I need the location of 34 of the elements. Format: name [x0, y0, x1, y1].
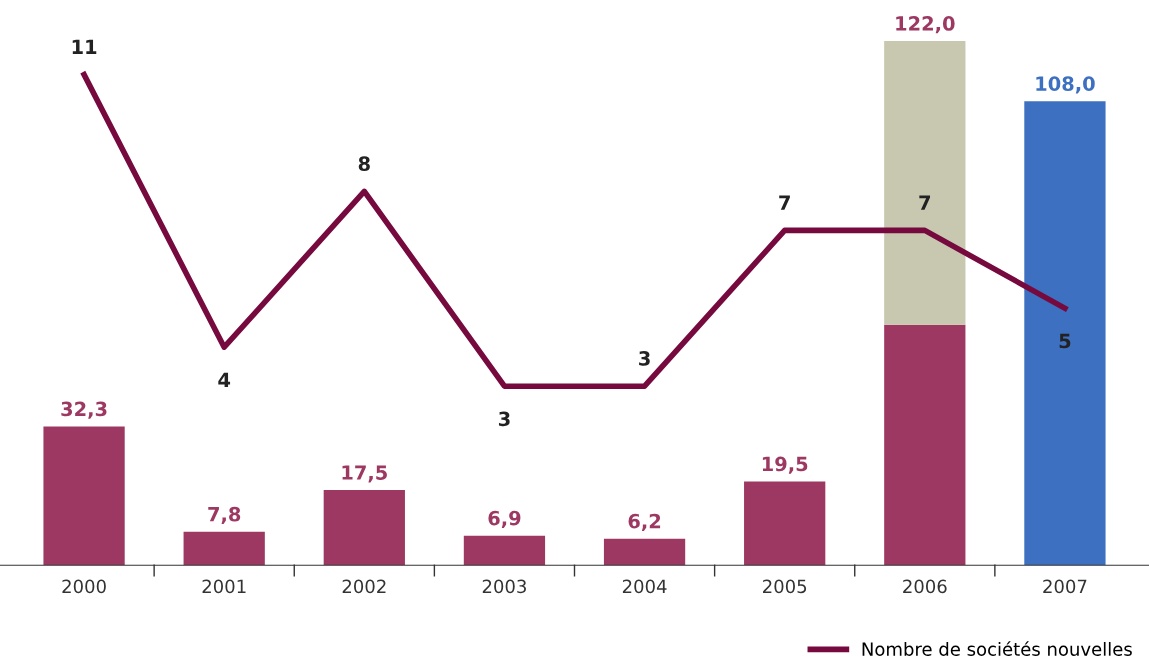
bar — [183, 531, 265, 566]
data-label: 4 — [218, 372, 231, 387]
data-label: 17,5 — [342, 465, 387, 483]
data-label: 11 — [72, 39, 97, 54]
data-label: 32,3 — [61, 401, 107, 419]
bar — [1024, 101, 1106, 566]
x-tick-label: 2002 — [342, 579, 386, 594]
data-label: 5 — [1059, 333, 1071, 349]
data-label: 3 — [639, 351, 650, 366]
legend-label: Nombre de sociétés nouvelles — [862, 641, 1132, 656]
bar — [43, 426, 125, 566]
total-label: 122,0 — [896, 16, 955, 34]
x-tick-label: 2007 — [1043, 579, 1087, 594]
data-label: 108,0 — [1036, 76, 1095, 94]
data-label: 19,5 — [762, 456, 808, 474]
bar — [603, 538, 686, 566]
data-label: 6,9 — [488, 510, 521, 528]
data-label: 8 — [358, 156, 370, 171]
x-tick-label: 2001 — [202, 579, 246, 594]
bar — [884, 41, 966, 325]
x-tick-label: 2004 — [622, 579, 667, 594]
data-label: 7,8 — [208, 506, 241, 525]
bar — [323, 490, 405, 566]
x-tick-label: 2006 — [903, 579, 947, 594]
x-tick-label: 2000 — [62, 579, 106, 594]
bar — [463, 535, 546, 566]
data-label: 3 — [498, 411, 510, 427]
data-label: 7 — [779, 195, 790, 210]
data-label: 6,2 — [628, 513, 661, 531]
bar — [744, 481, 826, 566]
bar — [884, 324, 966, 566]
x-tick-label: 2003 — [482, 579, 526, 594]
x-tick-label: 2005 — [763, 579, 807, 594]
data-label: 7 — [919, 195, 931, 210]
